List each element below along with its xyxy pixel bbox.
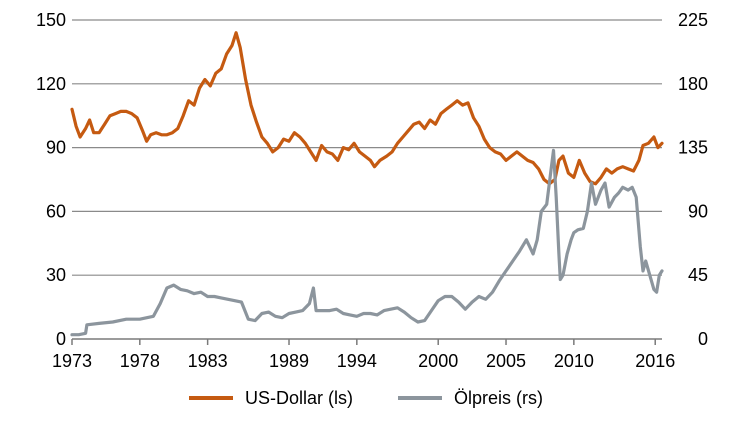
legend-oil-price-label: Ölpreis (rs)	[454, 388, 543, 408]
left-tick-label: 60	[46, 201, 66, 221]
right-tick-label: 135	[678, 138, 708, 158]
x-tick-label: 1978	[120, 351, 160, 371]
right-tick-label: 180	[678, 74, 708, 94]
right-tick-label: 225	[678, 10, 708, 30]
series-lines	[70, 31, 664, 337]
right-tick-label: 90	[688, 201, 708, 221]
x-tick-label: 1983	[188, 351, 228, 371]
left-tick-label: 30	[46, 265, 66, 285]
x-tick-label: 2005	[486, 351, 526, 371]
x-tick-label: 2010	[554, 351, 594, 371]
left-axis-ticks: 0 30 60 90 120 150	[36, 10, 66, 349]
x-tick-label: 1989	[269, 351, 309, 371]
right-axis-ticks: 0 45 90 135 180 225	[678, 10, 708, 349]
x-axis: 1973 1978 1983 1989 1994 2000 2005 2010 2016	[52, 338, 675, 371]
x-tick-label: 1994	[337, 351, 377, 371]
x-tick-label: 1973	[52, 351, 92, 371]
left-tick-label: 120	[36, 74, 66, 94]
legend: US-Dollar (ls) Ölpreis (rs)	[189, 388, 543, 408]
legend-us-dollar-label: US-Dollar (ls)	[245, 388, 353, 408]
left-tick-label: 90	[46, 138, 66, 158]
series-line-oil-price	[70, 148, 664, 337]
series-line-us-dollar	[70, 31, 664, 186]
left-tick-label: 0	[56, 329, 66, 349]
right-tick-label: 45	[688, 265, 708, 285]
right-tick-label: 0	[698, 329, 708, 349]
x-tick-label: 2000	[418, 351, 458, 371]
x-tick-label: 2016	[635, 351, 675, 371]
left-tick-label: 150	[36, 10, 66, 30]
